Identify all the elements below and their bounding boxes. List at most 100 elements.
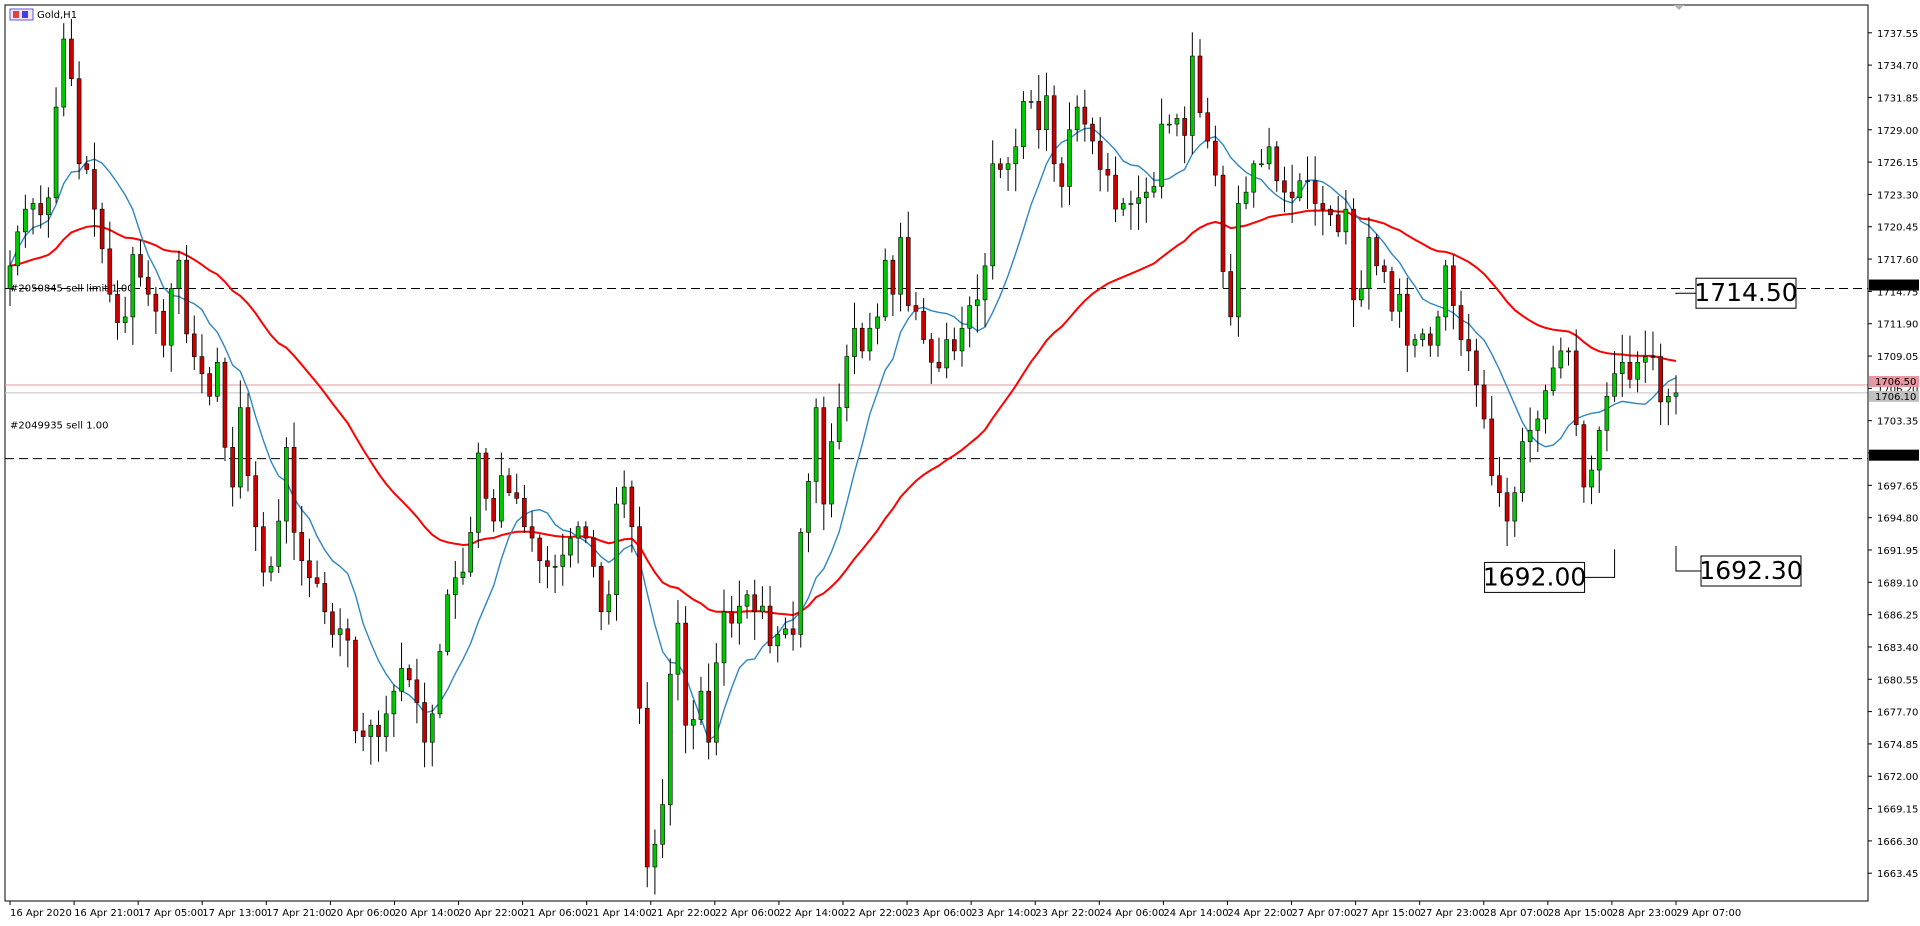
- candle: [598, 562, 604, 631]
- candle: [314, 560, 320, 588]
- candle-body: [1504, 492, 1510, 522]
- candle: [637, 506, 642, 725]
- candle-body: [1374, 237, 1379, 267]
- candle: [1397, 278, 1402, 328]
- candle-body: [1389, 271, 1395, 312]
- x-tick-label: 28 Apr 23:00: [1612, 908, 1677, 919]
- annotation-connector-0: [1675, 292, 1696, 295]
- candle-body: [798, 532, 804, 635]
- candle: [1021, 91, 1026, 159]
- candle: [560, 533, 566, 586]
- price-annotations: 1714.50 1692.00 1692.30: [1483, 277, 1803, 593]
- candle-body: [514, 492, 520, 499]
- candle-body: [422, 702, 427, 743]
- y-tick-label: 1672.00: [1877, 772, 1918, 783]
- candle: [729, 595, 734, 638]
- candle-body: [353, 639, 358, 732]
- candle: [790, 601, 796, 651]
- candle: [1259, 148, 1264, 168]
- y-tick-label: 1666.30: [1877, 837, 1918, 848]
- x-tick-label: 16 Apr 2020: [10, 908, 72, 919]
- candle: [621, 470, 627, 518]
- candle: [1642, 330, 1648, 383]
- annotation-box-0: [1695, 277, 1797, 309]
- candle-body: [1243, 191, 1249, 204]
- candle: [1443, 259, 1448, 331]
- candle-body: [230, 447, 235, 488]
- candle-body: [921, 310, 926, 340]
- candle-body: [7, 265, 13, 289]
- candle: [1151, 172, 1157, 198]
- candle-body: [821, 407, 827, 505]
- annotation-connector-2: [1675, 546, 1701, 572]
- candle-body: [1435, 316, 1441, 346]
- candle-body: [1497, 475, 1502, 493]
- candle-body: [1566, 350, 1571, 353]
- candle: [122, 296, 128, 333]
- candle: [1520, 427, 1525, 502]
- candle-body: [975, 299, 980, 306]
- candle: [345, 618, 351, 668]
- candle-body: [1182, 118, 1187, 136]
- candle: [1573, 329, 1579, 437]
- symbol-label: Gold,H1: [37, 10, 77, 21]
- candle: [1082, 89, 1088, 142]
- candle-body: [1166, 123, 1172, 126]
- candle-body: [191, 333, 197, 357]
- candle: [552, 554, 558, 594]
- candle: [291, 422, 297, 560]
- candle-body: [936, 361, 942, 369]
- candle-body: [53, 106, 59, 199]
- y-tick-label: 1717.60: [1877, 255, 1918, 266]
- candle: [1374, 233, 1379, 276]
- candle-body: [568, 537, 573, 556]
- candle-body: [322, 583, 328, 613]
- candle: [606, 580, 612, 625]
- candle-body: [1259, 163, 1264, 166]
- candle-body: [153, 293, 159, 312]
- candle-body: [84, 163, 90, 170]
- candle: [1159, 98, 1164, 199]
- candle-body: [1673, 392, 1679, 397]
- candle-body: [1305, 180, 1310, 183]
- candle: [383, 695, 389, 752]
- candle-body: [683, 622, 688, 726]
- candle: [1282, 166, 1287, 213]
- candle: [1512, 486, 1518, 537]
- candle: [1404, 277, 1410, 373]
- candle-body: [1428, 333, 1433, 346]
- candle-body: [1074, 106, 1080, 131]
- candle: [30, 198, 36, 235]
- candle-body: [836, 407, 842, 442]
- candle: [905, 211, 911, 312]
- candle-body: [1635, 361, 1640, 380]
- candle: [337, 608, 343, 657]
- candle-body: [253, 475, 258, 528]
- candle-body: [1274, 146, 1280, 182]
- candle: [821, 396, 827, 531]
- candle-body: [376, 724, 381, 737]
- candle-body: [391, 690, 397, 715]
- candle: [207, 366, 212, 406]
- annotation-label-0: 1714.50: [1694, 278, 1797, 307]
- candle: [1067, 102, 1072, 206]
- candle: [998, 158, 1003, 179]
- candle-body: [675, 622, 681, 675]
- candle: [583, 521, 589, 544]
- candle-body: [476, 452, 481, 533]
- candle: [245, 393, 251, 492]
- candle-body: [15, 231, 20, 267]
- chart-shift-marker[interactable]: [1674, 5, 1684, 10]
- x-tick-label: 24 Apr 14:00: [1163, 908, 1228, 919]
- x-tick-label: 23 Apr 06:00: [907, 908, 972, 919]
- candle: [1619, 334, 1625, 397]
- candle: [460, 547, 466, 585]
- candle-body: [1451, 265, 1456, 306]
- candle: [61, 23, 67, 117]
- candle-body: [1297, 180, 1303, 199]
- candle: [1604, 382, 1610, 452]
- x-tick-label: 20 Apr 22:00: [459, 908, 524, 919]
